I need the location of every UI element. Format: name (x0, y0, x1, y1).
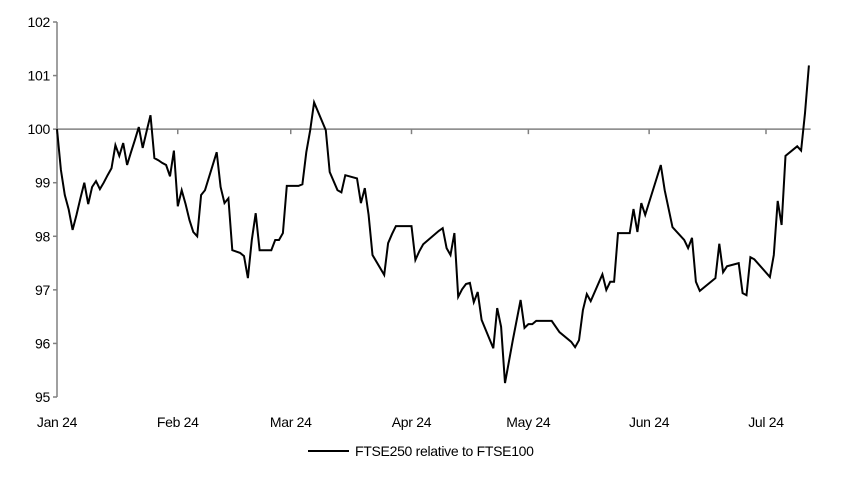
x-axis: Jan 24 Feb 24 Mar 24 Apr 24 May 24 Jun 24 Jul … (37, 128, 811, 430)
y-tick-label: 95 (35, 389, 50, 405)
x-tick-label: Mar 24 (270, 414, 312, 430)
x-tick-label: Apr 24 (392, 414, 432, 430)
y-tick-label: 96 (35, 335, 50, 351)
x-tick-label: Jul 24 (748, 414, 784, 430)
series-line (56, 65, 810, 384)
y-tick-label: 99 (35, 175, 50, 191)
y-tick-label: 102 (28, 14, 51, 30)
x-tick-label: May 24 (506, 414, 551, 430)
y-tick-label: 97 (35, 282, 50, 298)
x-tick-label: Jun 24 (629, 414, 670, 430)
x-tick-label: Feb 24 (157, 414, 199, 430)
legend-label: FTSE250 relative to FTSE100 (355, 443, 534, 459)
legend: FTSE250 relative to FTSE100 (308, 443, 534, 459)
y-tick-label: 98 (35, 228, 50, 244)
x-tick-label: Jan 24 (37, 414, 78, 430)
y-tick-label: 100 (28, 121, 51, 137)
y-axis: 95 96 97 98 99 100 101 102 (28, 14, 58, 405)
series-group (56, 65, 810, 384)
y-tick-label: 101 (28, 68, 51, 84)
